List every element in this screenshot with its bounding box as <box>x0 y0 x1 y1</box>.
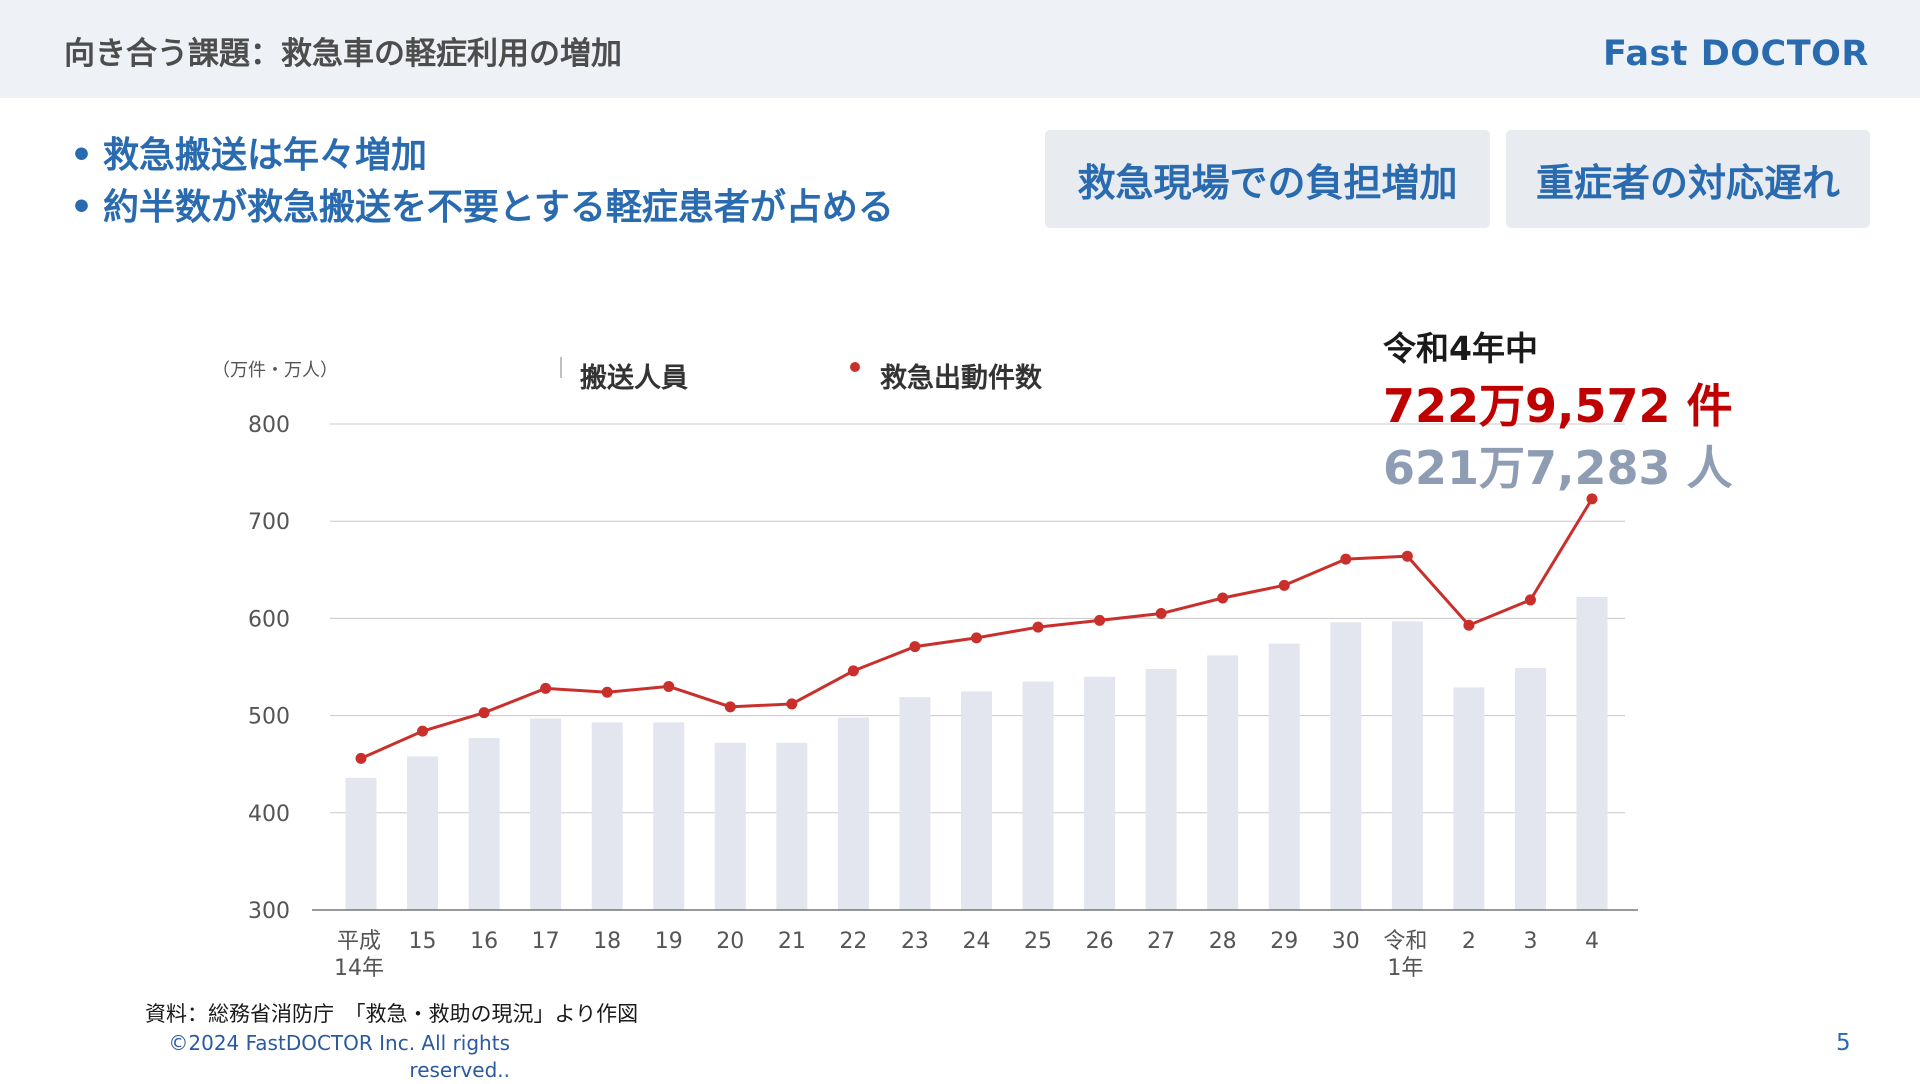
bar <box>653 722 685 910</box>
x-tick-label: 26 <box>1086 929 1114 954</box>
key-points-list: 救急搬送は年々増加 約半数が救急搬送を不要とする軽症患者が占める <box>70 130 894 234</box>
bar <box>591 722 623 910</box>
x-tick-label: 20 <box>716 929 744 954</box>
page-number: 5 <box>1836 1030 1851 1056</box>
key-point: 救急搬送は年々増加 <box>70 130 894 182</box>
highlight-period: 令和4年中 <box>1383 329 1538 368</box>
bar <box>776 742 808 910</box>
fast-doctor-logo: Fast DOCTOR <box>1603 34 1869 74</box>
x-tick-label: 3 <box>1523 929 1537 954</box>
y-tick-label: 600 <box>248 607 290 632</box>
callout-severe-delay: 重症者の対応遅れ <box>1506 130 1870 228</box>
y-tick-label: 400 <box>248 802 290 827</box>
bar <box>1391 621 1423 910</box>
x-tick-label: 19 <box>655 929 683 954</box>
callout-burden-increase: 救急現場での負担増加 <box>1045 130 1490 228</box>
legend-line-swatch <box>850 362 860 372</box>
line-point <box>909 641 921 653</box>
source-note: 資料：総務省消防庁 「救急・救助の現況」より作図 <box>145 1002 639 1026</box>
bar <box>1330 622 1362 910</box>
bar <box>1268 643 1300 910</box>
x-tick-label: 28 <box>1209 929 1237 954</box>
bar <box>961 691 992 910</box>
line-point <box>1217 592 1229 604</box>
bar <box>837 717 869 910</box>
bar <box>1207 655 1239 910</box>
key-point: 約半数が救急搬送を不要とする軽症患者が占める <box>70 182 894 234</box>
header-bar: 向き合う課題：救急車の軽症利用の増加 Fast DOCTOR <box>0 0 1920 98</box>
x-tick-label: 27 <box>1147 929 1175 954</box>
x-tick-label: 2 <box>1462 929 1476 954</box>
bar <box>1453 687 1485 910</box>
bar <box>468 737 500 910</box>
y-tick-label: 300 <box>248 899 290 924</box>
line-point <box>786 698 798 710</box>
x-tick-label: 4 <box>1585 929 1599 954</box>
line-point <box>478 707 490 719</box>
x-tick-label: 令和 <box>1383 929 1427 954</box>
y-tick-label: 700 <box>248 510 290 535</box>
line-point <box>1401 550 1413 562</box>
x-tick-label: 14年 <box>334 956 384 981</box>
line-point <box>1340 553 1352 565</box>
line-point <box>1155 608 1167 620</box>
x-tick-label: 24 <box>963 929 991 954</box>
line-point <box>1094 614 1106 626</box>
y-tick-label: 500 <box>248 705 290 730</box>
highlight-transported: 621万7,283 人 <box>1383 441 1733 495</box>
x-tick-label: 29 <box>1270 929 1298 954</box>
bar <box>1514 667 1546 910</box>
bar <box>1145 668 1177 910</box>
line-point <box>1586 493 1598 505</box>
line-point <box>601 686 613 698</box>
line-point <box>663 680 675 692</box>
line-point <box>417 725 429 737</box>
x-tick-label: 16 <box>470 929 498 954</box>
line-point <box>847 665 859 677</box>
bar <box>1576 597 1608 910</box>
line-point <box>1278 579 1290 591</box>
line-point <box>1032 621 1044 633</box>
x-tick-label: 22 <box>839 929 867 954</box>
bar <box>1084 676 1116 910</box>
x-tick-label: 23 <box>901 929 929 954</box>
page-title: 向き合う課題：救急車の軽症利用の増加 <box>64 36 622 72</box>
line-point <box>1524 594 1536 606</box>
bar <box>714 742 746 910</box>
x-tick-label: 15 <box>409 929 437 954</box>
x-tick-label: 30 <box>1332 929 1360 954</box>
line-point <box>724 701 736 713</box>
x-tick-label: 21 <box>778 929 806 954</box>
x-tick-label: 平成 <box>337 929 381 954</box>
x-tick-label: 25 <box>1024 929 1052 954</box>
x-tick-label: 1年 <box>1387 956 1423 981</box>
line-point <box>540 682 552 694</box>
line-point <box>971 632 982 644</box>
y-unit-label: （万件・万人） <box>212 360 338 381</box>
legend-label: 救急出動件数 <box>880 362 1043 394</box>
x-tick-label: 17 <box>532 929 560 954</box>
bar <box>1022 681 1054 910</box>
highlight-dispatch-count: 722万9,572 件 <box>1383 379 1733 433</box>
x-tick-label: 18 <box>593 929 621 954</box>
bar <box>530 718 562 910</box>
copyright: ©2024 FastDOCTOR Inc. All rights reserve… <box>168 1031 510 1082</box>
bar <box>899 697 931 910</box>
line-point <box>355 752 367 764</box>
legend-label: 搬送人員 <box>580 362 688 394</box>
line-point <box>1463 619 1475 631</box>
y-tick-label: 800 <box>248 413 290 438</box>
bar <box>407 756 439 910</box>
bar <box>345 777 377 910</box>
